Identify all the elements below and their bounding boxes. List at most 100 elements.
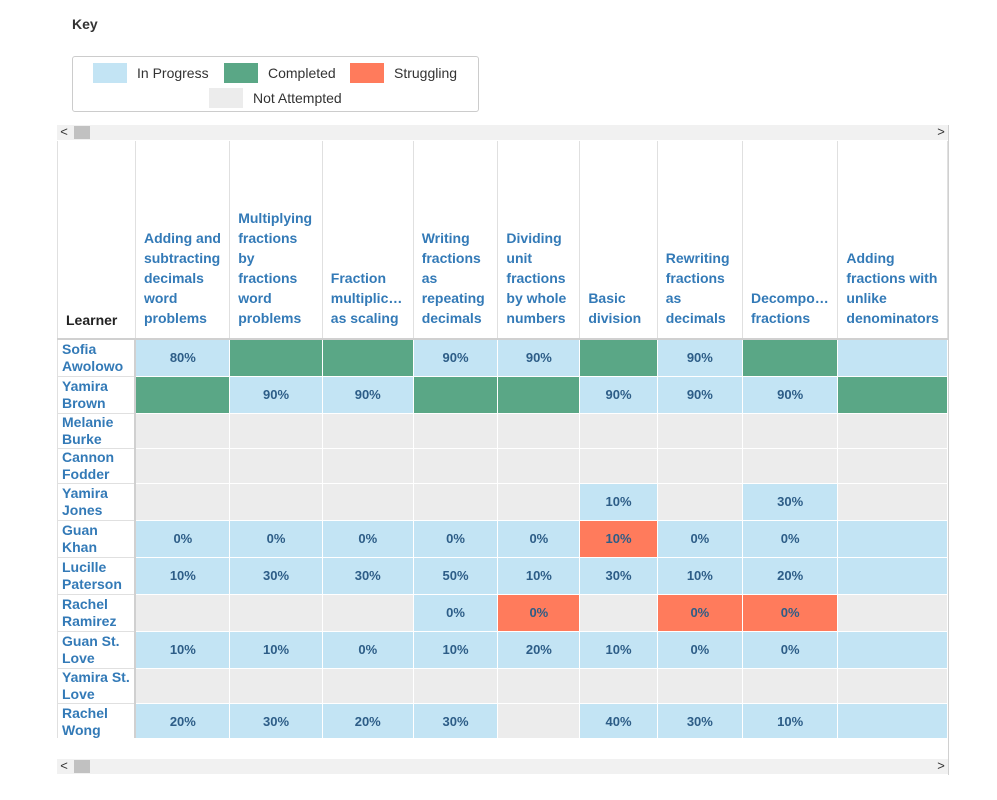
progress-cell[interactable]: 30% <box>321 556 414 595</box>
skill-column-header[interactable]: Decompo… fractions <box>741 141 839 340</box>
progress-cell[interactable]: 20% <box>321 702 414 738</box>
progress-cell[interactable]: 0% <box>656 630 743 669</box>
progress-cell[interactable] <box>837 519 948 558</box>
progress-cell[interactable] <box>321 447 414 484</box>
progress-cell[interactable]: 0% <box>741 593 839 632</box>
progress-cell[interactable] <box>497 447 581 484</box>
progress-cell[interactable] <box>656 667 743 704</box>
progress-cell[interactable] <box>321 412 414 449</box>
learner-name-link[interactable]: Guan St. Love <box>62 632 120 666</box>
progress-cell[interactable] <box>412 375 499 414</box>
progress-cell[interactable]: 20% <box>134 702 231 738</box>
progress-cell[interactable] <box>412 412 499 449</box>
progress-cell[interactable] <box>837 338 948 377</box>
skill-header-link[interactable]: Dividing unit fractions by whole numbers <box>506 230 567 326</box>
learner-name-link[interactable]: Yamira Brown <box>62 377 108 411</box>
progress-cell[interactable]: 10% <box>579 630 658 669</box>
learner-name-link[interactable]: Guan Khan <box>62 521 98 555</box>
progress-cell[interactable] <box>229 338 323 377</box>
progress-cell[interactable]: 90% <box>741 375 839 414</box>
skill-header-link[interactable]: Adding fractions with unlike denominator… <box>846 250 939 326</box>
progress-cell[interactable]: 10% <box>412 630 499 669</box>
progress-cell[interactable]: 30% <box>229 556 323 595</box>
progress-cell[interactable] <box>579 593 658 632</box>
progress-cell[interactable]: 90% <box>229 375 323 414</box>
progress-cell[interactable] <box>134 412 231 449</box>
progress-cell[interactable]: 0% <box>321 519 414 558</box>
progress-cell[interactable] <box>134 482 231 521</box>
progress-cell[interactable]: 0% <box>134 519 231 558</box>
progress-cell[interactable] <box>134 447 231 484</box>
progress-cell[interactable]: 10% <box>134 630 231 669</box>
progress-cell[interactable]: 0% <box>321 630 414 669</box>
learner-name-cell[interactable]: Cannon Fodder <box>57 447 137 484</box>
skill-header-link[interactable]: Fraction multiplic… as scaling <box>330 270 403 326</box>
progress-cell[interactable] <box>837 556 948 595</box>
progress-cell[interactable] <box>837 412 948 449</box>
learner-name-link[interactable]: Cannon Fodder <box>62 448 115 482</box>
progress-cell[interactable] <box>837 667 948 704</box>
skill-header-link[interactable]: Basic division <box>588 290 642 326</box>
progress-cell[interactable]: 0% <box>741 519 839 558</box>
progress-cell[interactable] <box>134 667 231 704</box>
progress-cell[interactable] <box>741 447 839 484</box>
scrollbar-thumb[interactable] <box>74 126 90 139</box>
progress-cell[interactable] <box>656 482 743 521</box>
progress-cell[interactable]: 90% <box>579 375 658 414</box>
learner-name-cell[interactable]: Lucille Paterson <box>57 556 137 595</box>
progress-cell[interactable] <box>321 338 414 377</box>
progress-cell[interactable]: 10% <box>497 556 581 595</box>
progress-cell[interactable] <box>741 338 839 377</box>
progress-cell[interactable] <box>837 593 948 632</box>
skill-column-header[interactable]: Multiplying fractions by fractions word … <box>229 141 323 340</box>
progress-cell[interactable]: 90% <box>497 338 581 377</box>
progress-cell[interactable] <box>741 667 839 704</box>
progress-cell[interactable]: 0% <box>497 519 581 558</box>
progress-cell[interactable]: 50% <box>412 556 499 595</box>
progress-cell[interactable]: 10% <box>229 630 323 669</box>
progress-cell[interactable] <box>134 375 231 414</box>
skill-column-header[interactable]: Adding and subtracting decimals word pro… <box>134 141 231 340</box>
learner-name-cell[interactable]: Rachel Ramirez <box>57 593 137 632</box>
progress-cell[interactable] <box>497 375 581 414</box>
progress-cell[interactable]: 90% <box>656 375 743 414</box>
progress-cell[interactable] <box>497 412 581 449</box>
progress-cell[interactable]: 10% <box>579 482 658 521</box>
progress-cell[interactable] <box>412 447 499 484</box>
progress-cell[interactable]: 20% <box>741 556 839 595</box>
progress-cell[interactable] <box>656 412 743 449</box>
progress-cell[interactable]: 0% <box>741 630 839 669</box>
learner-name-link[interactable]: Yamira St. Love <box>62 668 130 702</box>
progress-cell[interactable] <box>321 667 414 704</box>
progress-cell[interactable] <box>579 447 658 484</box>
progress-cell[interactable] <box>837 630 948 669</box>
learner-name-cell[interactable]: Yamira St. Love <box>57 667 137 704</box>
progress-cell[interactable] <box>579 338 658 377</box>
learner-name-cell[interactable]: Rachel Wong <box>57 702 137 738</box>
progress-grid[interactable]: Learner Adding and subtracting decimals … <box>57 141 948 738</box>
learner-name-cell[interactable]: Melanie Burke <box>57 412 137 449</box>
progress-cell[interactable] <box>229 482 323 521</box>
learner-name-cell[interactable]: Yamira Brown <box>57 375 137 414</box>
progress-cell[interactable]: 0% <box>656 593 743 632</box>
progress-cell[interactable] <box>321 482 414 521</box>
horizontal-scrollbar-top[interactable]: < > <box>57 125 948 140</box>
learner-name-link[interactable]: Lucille Paterson <box>62 558 122 592</box>
skill-header-link[interactable]: Rewriting fractions as decimals <box>665 250 730 326</box>
scroll-right-icon[interactable]: > <box>937 124 945 139</box>
scroll-left-icon[interactable]: < <box>60 124 68 139</box>
horizontal-scrollbar-bottom[interactable]: < > <box>57 759 948 774</box>
progress-cell[interactable]: 0% <box>412 593 499 632</box>
progress-cell[interactable]: 90% <box>412 338 499 377</box>
learner-name-link[interactable]: Rachel Ramirez <box>62 595 117 629</box>
progress-cell[interactable] <box>229 412 323 449</box>
skill-header-link[interactable]: Adding and subtracting decimals word pro… <box>143 230 221 326</box>
progress-cell[interactable]: 10% <box>656 556 743 595</box>
progress-cell[interactable]: 30% <box>579 556 658 595</box>
progress-cell[interactable]: 10% <box>741 702 839 738</box>
skill-column-header[interactable]: Rewriting fractions as decimals <box>656 141 743 340</box>
progress-cell[interactable] <box>497 667 581 704</box>
learner-name-cell[interactable]: Sofia Awolowo <box>57 338 137 377</box>
learner-name-cell[interactable]: Guan St. Love <box>57 630 137 669</box>
learner-name-link[interactable]: Yamira Jones <box>62 484 108 518</box>
